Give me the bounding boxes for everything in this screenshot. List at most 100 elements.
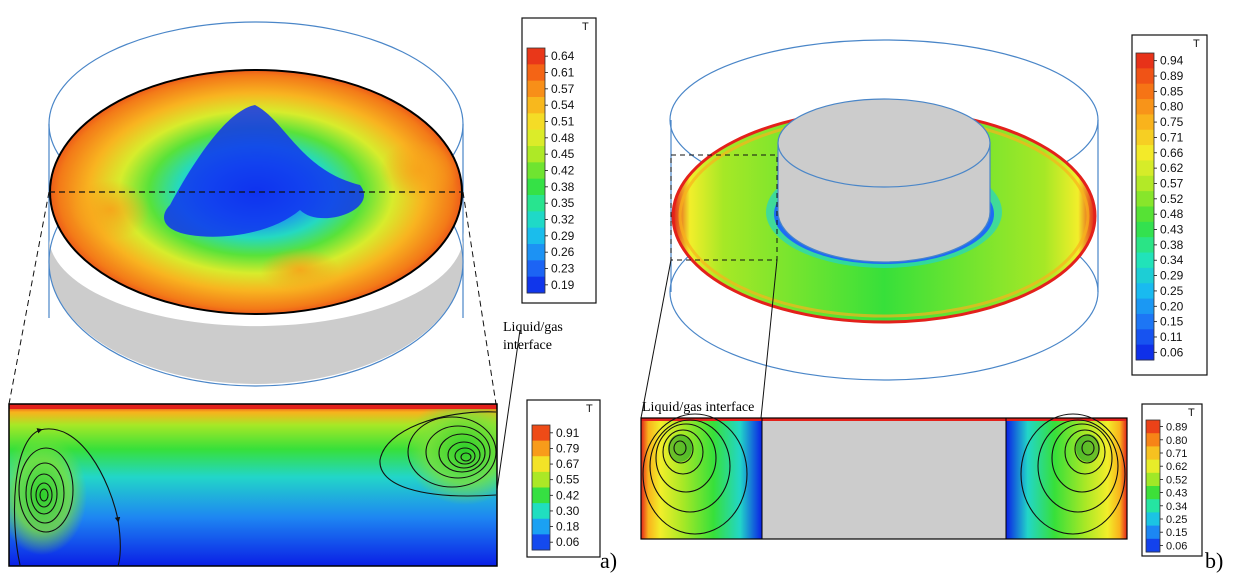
legend-band — [527, 195, 545, 212]
legend-band — [1136, 313, 1154, 330]
legend-tick-label: 0.38 — [551, 180, 575, 194]
legend-tick-label: 0.42 — [551, 164, 575, 178]
colorbar-legend-a-bottom: T 0.910.79 0.67 0.550.42 0.30 0.180.06 — [526, 399, 601, 558]
temperature-disc-a — [50, 70, 462, 314]
legend-band — [532, 534, 550, 551]
legend-tick-label: 0.25 — [1166, 514, 1187, 526]
legend-tick-label: 0.62 — [1160, 161, 1184, 175]
legend-band — [1146, 499, 1160, 513]
legend-band — [1136, 329, 1154, 346]
legend-tick-label: 0.19 — [551, 278, 575, 292]
annotation-a-line2: interface — [503, 338, 552, 353]
panel-a-3d-view — [8, 21, 497, 405]
legend-band — [527, 97, 545, 114]
legend-tick-label: 0.71 — [1160, 130, 1184, 144]
legend-band — [1136, 191, 1154, 207]
legend-band — [1146, 472, 1160, 487]
legend-title: T — [582, 21, 589, 33]
legend-tick-label: 0.89 — [1160, 69, 1184, 83]
legend-tick-label: 0.15 — [1166, 527, 1187, 539]
legend-band — [532, 518, 550, 535]
bottom-solid-a — [49, 232, 464, 384]
legend-band — [1146, 459, 1160, 474]
legend-tick-label: 0.11 — [1160, 330, 1183, 344]
legend-tick-label: 0.91 — [556, 426, 580, 440]
legend-band — [532, 503, 550, 520]
legend-band — [527, 129, 545, 147]
legend-band — [1146, 433, 1160, 447]
streamlines-b-left — [642, 413, 748, 535]
colorbar-legend-b-top: T 0.940.890.85 0.800.750.71 0.660.620.57 0.5… — [1131, 34, 1208, 376]
legend-tick-label: 0.30 — [556, 504, 580, 518]
legend-band — [1136, 129, 1154, 146]
legend-band — [1136, 283, 1154, 300]
legend-band — [1146, 420, 1160, 434]
legend-tick-label: 0.26 — [551, 245, 575, 259]
legend-band — [527, 244, 545, 261]
legend-band — [1136, 252, 1154, 269]
legend-tick-label: 0.42 — [556, 488, 580, 502]
legend-tick-label: 0.25 — [1160, 284, 1184, 298]
legend-band — [1136, 344, 1154, 361]
legend-tick-label: 0.34 — [1160, 253, 1184, 267]
panel-b-cross-section — [640, 413, 1128, 540]
legend-band — [1136, 83, 1154, 100]
panel-b-3d-view — [640, 39, 1099, 419]
legend-tick-label: 0.57 — [551, 82, 575, 96]
legend-band — [532, 456, 550, 473]
legend-band — [527, 80, 545, 98]
legend-tick-label: 0.67 — [556, 457, 580, 471]
legend-title: T — [1188, 407, 1195, 419]
panel-label-a: a) — [600, 548, 617, 573]
legend-band — [1136, 160, 1154, 177]
legend-tick-label: 0.62 — [1166, 461, 1187, 473]
legend-title: T — [586, 403, 593, 415]
legend-tick-label: 0.29 — [1160, 269, 1184, 283]
legend-band — [532, 440, 550, 457]
legend-tick-label: 0.80 — [1166, 435, 1187, 447]
annotation-a-line1: Liquid/gas — [503, 320, 563, 335]
legend-tick-label: 0.15 — [1160, 315, 1184, 329]
legend-tick-label: 0.45 — [551, 147, 575, 161]
legend-title: T — [1193, 38, 1200, 50]
legend-tick-label: 0.48 — [551, 131, 575, 145]
legend-tick-label: 0.89 — [1166, 422, 1187, 434]
legend-tick-label: 0.43 — [1160, 223, 1184, 237]
legend-band — [527, 276, 545, 294]
legend-band — [527, 178, 545, 196]
streamlines-b-right — [1020, 413, 1126, 535]
legend-band — [532, 471, 550, 488]
legend-band — [527, 113, 545, 131]
streamlines-a-right — [379, 411, 497, 497]
legend-band — [532, 487, 550, 504]
legend-band — [532, 425, 550, 442]
legend-band — [527, 227, 545, 245]
legend-tick-label: 0.71 — [1166, 448, 1187, 460]
legend-tick-label: 0.06 — [1160, 345, 1184, 359]
legend-band — [527, 64, 545, 82]
legend-band — [1136, 175, 1154, 192]
legend-band — [1136, 237, 1154, 254]
legend-tick-label: 0.38 — [1160, 238, 1184, 252]
legend-tick-label: 0.51 — [551, 115, 575, 129]
legend-tick-label: 0.29 — [551, 229, 575, 243]
legend-band — [1136, 145, 1154, 161]
legend-band — [1146, 512, 1160, 527]
panel-label-b: b) — [1205, 548, 1223, 573]
legend-tick-label: 0.79 — [556, 441, 580, 455]
legend-band — [1146, 446, 1160, 461]
legend-tick-label: 0.20 — [1160, 299, 1184, 313]
legend-tick-label: 0.52 — [1166, 474, 1187, 486]
legend-band — [1146, 538, 1160, 553]
legend-tick-label: 0.61 — [551, 66, 575, 80]
legend-band — [527, 162, 545, 180]
annotation-b: Liquid/gas interface — [642, 400, 754, 415]
colorbar-legend-a-top: T 0.64 0.61 0.57 0.54 0.51 0.48 0.45 0.42 0.38 0.3… — [521, 17, 597, 304]
legend-tick-label: 0.94 — [1160, 54, 1184, 68]
panel-a-cross-section — [8, 403, 498, 567]
legend-band — [1136, 221, 1154, 238]
streamlines-a-left — [14, 428, 121, 567]
legend-band — [1136, 206, 1154, 223]
legend-band — [527, 146, 545, 163]
